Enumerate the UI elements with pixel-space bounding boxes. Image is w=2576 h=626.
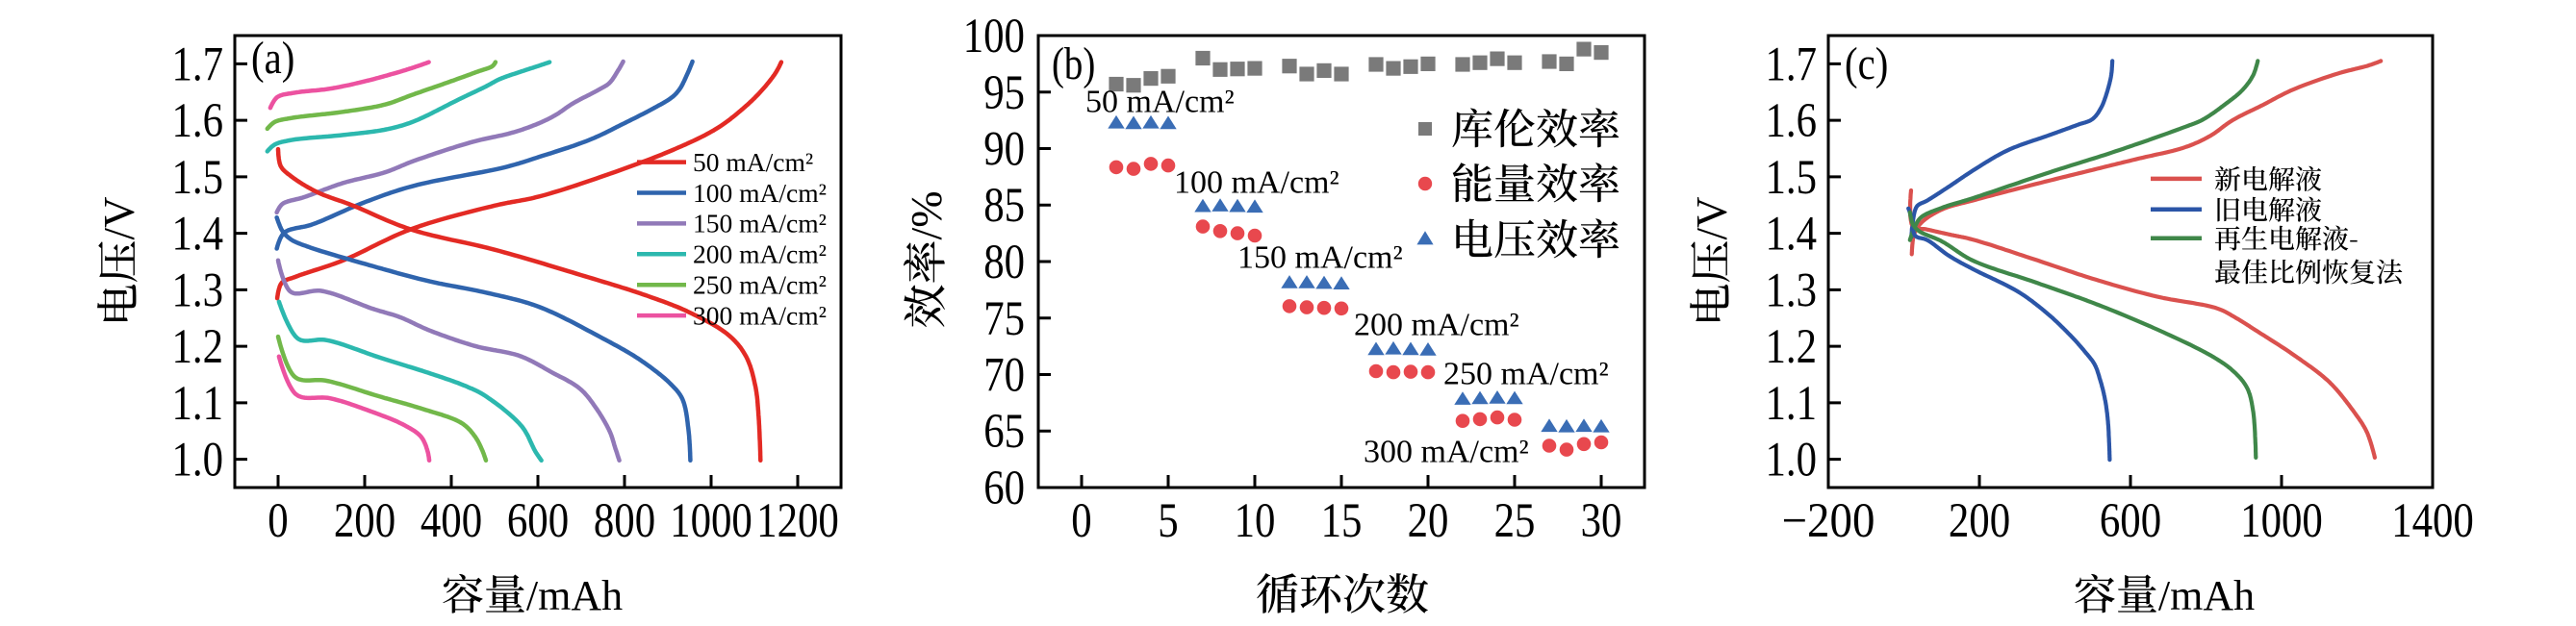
svg-text:200: 200: [334, 494, 395, 548]
svg-text:75: 75: [983, 292, 1025, 346]
svg-text:65: 65: [983, 405, 1025, 459]
svg-text:(a): (a): [251, 33, 294, 84]
svg-text:(c): (c): [1845, 38, 1888, 89]
svg-text:1000: 1000: [670, 494, 752, 548]
svg-text:70: 70: [983, 349, 1025, 403]
svg-text:250 mA/cm²: 250 mA/cm²: [693, 270, 827, 300]
svg-text:−200: −200: [1782, 494, 1875, 548]
svg-text:400: 400: [421, 494, 482, 548]
svg-text:300 mA/cm²: 300 mA/cm²: [1364, 434, 1529, 469]
svg-text:1.4: 1.4: [1766, 208, 1818, 262]
svg-text:800: 800: [594, 494, 655, 548]
svg-text:1.0: 1.0: [172, 434, 224, 488]
svg-text:200 mA/cm²: 200 mA/cm²: [1354, 307, 1519, 342]
svg-text:200: 200: [1949, 494, 2010, 548]
svg-text:(b): (b): [1052, 38, 1095, 89]
svg-text:1.1: 1.1: [172, 377, 224, 431]
svg-text:95: 95: [983, 66, 1025, 120]
svg-text:/mAh: /mAh: [526, 572, 623, 619]
svg-text:1.3: 1.3: [172, 263, 224, 317]
svg-text:1.7: 1.7: [1766, 38, 1818, 91]
svg-text:50 mA/cm²: 50 mA/cm²: [693, 147, 813, 177]
svg-text:200 mA/cm²: 200 mA/cm²: [693, 239, 827, 269]
svg-text:20: 20: [1408, 494, 1449, 548]
svg-text:100 mA/cm²: 100 mA/cm²: [693, 178, 827, 208]
svg-text:600: 600: [507, 494, 569, 548]
svg-text:1.5: 1.5: [172, 151, 224, 205]
svg-text:300 mA/cm²: 300 mA/cm²: [693, 300, 827, 330]
svg-text:1.2: 1.2: [172, 320, 224, 374]
svg-text:1.5: 1.5: [1766, 151, 1818, 205]
svg-text:/V: /V: [1688, 197, 1736, 240]
svg-text:80: 80: [983, 236, 1025, 289]
svg-text:50 mA/cm²: 50 mA/cm²: [1085, 84, 1235, 119]
svg-text:1.6: 1.6: [172, 94, 224, 148]
svg-text:1200: 1200: [756, 494, 839, 548]
svg-text:10: 10: [1235, 494, 1276, 548]
svg-text:100 mA/cm²: 100 mA/cm²: [1174, 164, 1339, 200]
svg-text:1.4: 1.4: [172, 208, 224, 262]
svg-text:100: 100: [963, 10, 1025, 63]
svg-text:5: 5: [1158, 494, 1178, 548]
svg-text:1400: 1400: [2391, 494, 2474, 548]
svg-text:150 mA/cm²: 150 mA/cm²: [1237, 239, 1403, 275]
svg-text:150 mA/cm²: 150 mA/cm²: [693, 209, 827, 238]
svg-text:600: 600: [2100, 494, 2161, 548]
svg-text:0: 0: [1071, 494, 1091, 548]
svg-text:1000: 1000: [2240, 494, 2323, 548]
svg-text:1.6: 1.6: [1766, 94, 1818, 148]
svg-text:1.0: 1.0: [1766, 434, 1818, 488]
svg-text:/V: /V: [95, 197, 143, 240]
svg-text:1.2: 1.2: [1766, 320, 1818, 374]
svg-text:0: 0: [268, 494, 288, 548]
svg-text:/%: /%: [902, 190, 951, 239]
svg-text:90: 90: [983, 123, 1025, 177]
svg-text:25: 25: [1494, 494, 1536, 548]
svg-text:15: 15: [1321, 494, 1363, 548]
svg-text:/mAh: /mAh: [2158, 572, 2255, 619]
svg-text:1.3: 1.3: [1766, 263, 1818, 317]
svg-text:250 mA/cm²: 250 mA/cm²: [1443, 356, 1609, 391]
svg-text:1.1: 1.1: [1766, 377, 1818, 431]
svg-text:1.7: 1.7: [172, 38, 224, 91]
svg-text:60: 60: [983, 462, 1025, 515]
svg-text:30: 30: [1581, 494, 1622, 548]
svg-text:85: 85: [983, 179, 1025, 233]
